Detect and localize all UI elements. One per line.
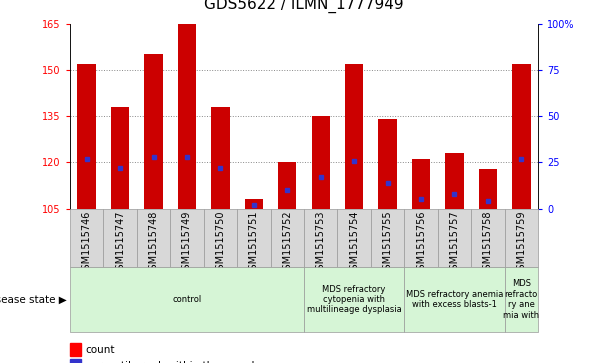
Text: MDS refractory anemia
with excess blasts-1: MDS refractory anemia with excess blasts… (406, 290, 503, 309)
Bar (404, 209, 438, 267)
Text: GSM1515752: GSM1515752 (282, 211, 292, 276)
Bar (304, 209, 337, 267)
Bar (371, 209, 404, 267)
Bar (505, 209, 538, 267)
Bar (505, 267, 538, 332)
Text: GSM1515746: GSM1515746 (81, 211, 92, 276)
Bar (412, 159, 430, 209)
Bar (345, 64, 364, 209)
Bar (378, 119, 397, 209)
Bar (304, 267, 404, 332)
Bar (271, 209, 304, 267)
Text: GSM1515756: GSM1515756 (416, 211, 426, 276)
Bar (237, 209, 271, 267)
Text: disease state ▶: disease state ▶ (0, 294, 67, 305)
Text: GSM1515754: GSM1515754 (349, 211, 359, 276)
Bar (77, 64, 96, 209)
Bar (170, 209, 204, 267)
Bar (471, 209, 505, 267)
Bar (70, 267, 304, 332)
Bar (438, 209, 471, 267)
Bar (512, 64, 531, 209)
Bar (211, 107, 230, 209)
Text: GDS5622 / ILMN_1777949: GDS5622 / ILMN_1777949 (204, 0, 404, 13)
Text: GSM1515750: GSM1515750 (215, 211, 226, 276)
Text: GSM1515748: GSM1515748 (148, 211, 159, 276)
Text: GSM1515757: GSM1515757 (449, 211, 460, 276)
Bar (478, 168, 497, 209)
Text: GSM1515758: GSM1515758 (483, 211, 493, 276)
Bar (137, 209, 170, 267)
Text: GSM1515751: GSM1515751 (249, 211, 259, 276)
Text: control: control (172, 295, 202, 304)
Text: count: count (85, 344, 115, 355)
Text: MDS
refracto
ry ane
mia with: MDS refracto ry ane mia with (503, 280, 539, 319)
Text: GSM1515755: GSM1515755 (382, 211, 393, 276)
Bar (337, 209, 371, 267)
Bar (445, 153, 464, 209)
Text: GSM1515749: GSM1515749 (182, 211, 192, 276)
Bar (404, 267, 505, 332)
Bar (111, 107, 130, 209)
Text: GSM1515759: GSM1515759 (516, 211, 527, 276)
Bar (70, 209, 103, 267)
Text: GSM1515753: GSM1515753 (316, 211, 326, 276)
Text: percentile rank within the sample: percentile rank within the sample (85, 361, 261, 363)
Text: MDS refractory
cytopenia with
multilineage dysplasia: MDS refractory cytopenia with multilinea… (307, 285, 401, 314)
Bar (204, 209, 237, 267)
Bar (244, 199, 263, 209)
Bar (278, 162, 297, 209)
Bar (103, 209, 137, 267)
Bar (311, 116, 330, 209)
Bar (144, 54, 163, 209)
Text: GSM1515747: GSM1515747 (115, 211, 125, 276)
Bar (178, 24, 196, 209)
